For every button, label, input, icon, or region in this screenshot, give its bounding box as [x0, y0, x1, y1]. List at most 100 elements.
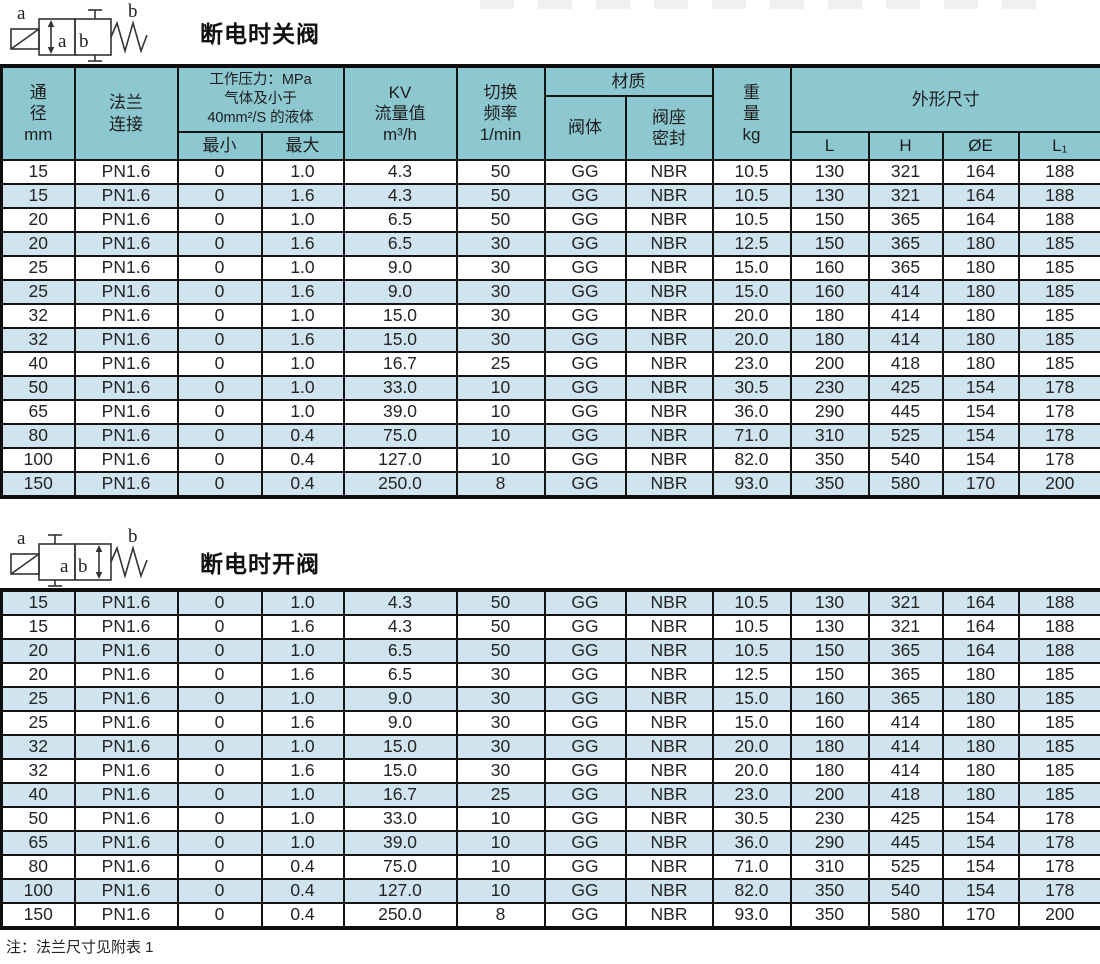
table-row: 15 PN1.6 0 1.0 4.3 50 GG NBR 10.5 130 321 164 188: [0, 589, 1100, 616]
cell: GG: [543, 351, 627, 377]
cell: 525: [867, 854, 944, 880]
cell: 160: [789, 279, 870, 305]
cell: 65: [0, 830, 76, 856]
cell: 1.0: [260, 638, 345, 664]
cell: 230: [789, 375, 870, 401]
cell: 540: [867, 447, 944, 473]
cell: PN1.6: [73, 614, 179, 640]
cell: 1.0: [260, 686, 345, 712]
cell: GG: [543, 902, 627, 929]
port-label-b: b: [128, 3, 138, 22]
cell: 1.6: [260, 183, 345, 209]
cell: 365: [867, 662, 944, 688]
cell: 188: [1017, 638, 1100, 664]
cell: GG: [543, 589, 627, 616]
cell: 310: [789, 854, 870, 880]
cell: 32: [0, 734, 76, 760]
cell: 180: [789, 303, 870, 329]
cell: 71.0: [711, 854, 792, 880]
cell: 164: [941, 183, 1020, 209]
cell: GG: [543, 471, 627, 498]
footnote: 注：法兰尺寸见附表 1: [6, 939, 154, 956]
col-header-material-group: 材质: [543, 65, 714, 97]
col-header-weight: 重 量 kg: [711, 65, 792, 161]
cell: 25: [0, 710, 76, 736]
cell: PN1.6: [73, 159, 179, 185]
cell: NBR: [624, 686, 714, 712]
cell: NBR: [624, 279, 714, 305]
cell: NBR: [624, 734, 714, 760]
cell: 75.0: [342, 423, 458, 449]
cell: 290: [789, 830, 870, 856]
cell: 1.0: [260, 159, 345, 185]
cell: 0: [176, 231, 263, 257]
cell: 4.3: [342, 183, 458, 209]
col-header-dim-l1: L₁: [1017, 131, 1100, 161]
cell: 9.0: [342, 710, 458, 736]
table-row: 32 PN1.6 0 1.6 15.0 30 GG NBR 20.0 180 414 180 185: [0, 327, 1100, 353]
cell: NBR: [624, 782, 714, 808]
cell: 160: [789, 710, 870, 736]
cell: 1.0: [260, 806, 345, 832]
cell: 150: [0, 471, 76, 498]
cell: GG: [543, 447, 627, 473]
cell: PN1.6: [73, 782, 179, 808]
cell: 1.6: [260, 662, 345, 688]
cell: 50: [0, 375, 76, 401]
cell: 130: [789, 159, 870, 185]
cell: 16.7: [342, 351, 458, 377]
cell: 180: [941, 758, 1020, 784]
cell: 25: [0, 279, 76, 305]
cell: 12.5: [711, 662, 792, 688]
cell: 4.3: [342, 614, 458, 640]
cell: 580: [867, 471, 944, 498]
cell: 185: [1017, 231, 1100, 257]
cell: 445: [867, 399, 944, 425]
cell: 1.0: [260, 782, 345, 808]
cell: 10.5: [711, 614, 792, 640]
cell: 50: [455, 159, 546, 185]
cell: NBR: [624, 589, 714, 616]
cell: 0: [176, 854, 263, 880]
cell: GG: [543, 279, 627, 305]
cell: 185: [1017, 686, 1100, 712]
cell: 1.0: [260, 830, 345, 856]
cell: 80: [0, 854, 76, 880]
cell: 36.0: [711, 830, 792, 856]
cell: NBR: [624, 447, 714, 473]
cell: 25: [0, 686, 76, 712]
cell: PN1.6: [73, 878, 179, 904]
port-label-a: a: [17, 528, 26, 549]
cell: 170: [941, 902, 1020, 929]
cell: 15: [0, 614, 76, 640]
cell: PN1.6: [73, 279, 179, 305]
port-label-b: b: [128, 528, 138, 547]
cell: 180: [941, 710, 1020, 736]
cell: 10.5: [711, 183, 792, 209]
cell: 10: [455, 447, 546, 473]
col-header-valve-body: 阀体: [543, 95, 627, 161]
section-title-open-on-power-off: 断电时开阀: [200, 551, 320, 577]
cell: 0.4: [260, 423, 345, 449]
cell: 20.0: [711, 327, 792, 353]
cell: 188: [1017, 207, 1100, 233]
cell: PN1.6: [73, 662, 179, 688]
cell: 188: [1017, 589, 1100, 616]
cell: 1.0: [260, 375, 345, 401]
cell: 10: [455, 806, 546, 832]
cell: 365: [867, 207, 944, 233]
cell: PN1.6: [73, 854, 179, 880]
table-row: 25 PN1.6 0 1.6 9.0 30 GG NBR 15.0 160 414 180 185: [0, 710, 1100, 736]
cell: 50: [455, 614, 546, 640]
cell: PN1.6: [73, 758, 179, 784]
cell: 180: [789, 758, 870, 784]
cell: 20: [0, 662, 76, 688]
table-row: 40 PN1.6 0 1.0 16.7 25 GG NBR 23.0 200 418 180 185: [0, 782, 1100, 808]
table-row: 50 PN1.6 0 1.0 33.0 10 GG NBR 30.5 230 425 154 178: [0, 375, 1100, 401]
cell: PN1.6: [73, 351, 179, 377]
cell: 127.0: [342, 878, 458, 904]
cell: PN1.6: [73, 686, 179, 712]
cell: 30: [455, 710, 546, 736]
cell: 50: [455, 638, 546, 664]
cell: 15.0: [342, 327, 458, 353]
